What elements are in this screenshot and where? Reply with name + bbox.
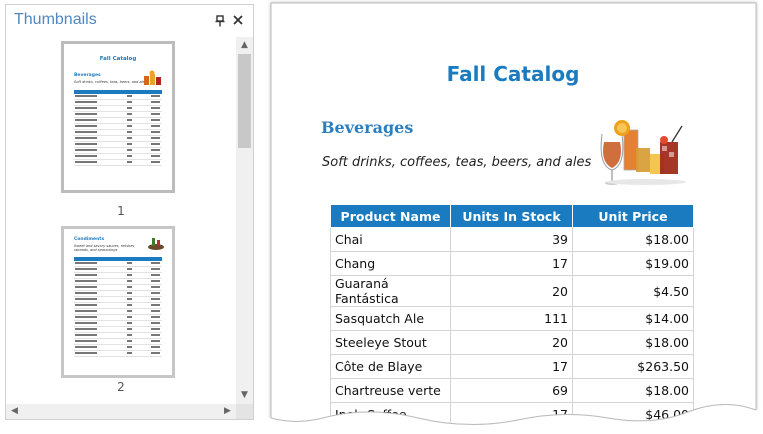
products-table: Product Name Units In Stock Unit Price C…	[330, 204, 694, 427]
unit-price-cell: $4.50	[572, 275, 694, 307]
column-header-units-in-stock: Units In Stock	[450, 204, 573, 228]
unit-price-cell: $18.00	[572, 330, 694, 355]
product-name-cell: Steeleye Stout	[330, 330, 451, 355]
scroll-down-icon[interactable]: ▼	[241, 390, 248, 400]
mini-table	[74, 90, 162, 166]
mini-subtitle: Sweet and savory sauces, relishes, sprea…	[74, 244, 136, 252]
horizontal-scrollbar[interactable]: ◀ ▶	[6, 404, 236, 419]
unit-price-cell: $263.50	[572, 354, 694, 379]
thumbnail-page-number-2: 2	[117, 380, 125, 394]
unit-price-cell: $18.00	[572, 227, 694, 252]
document-viewer: Fall Catalog Beverages Soft drinks, coff…	[268, 0, 763, 434]
product-name-cell: Ipoh Coffee	[330, 402, 451, 427]
table-row: Guaraná Fantástica 20 $4.50	[330, 275, 694, 307]
column-header-unit-price: Unit Price	[572, 204, 694, 228]
units-in-stock-cell: 111	[450, 306, 573, 331]
product-name-cell: Sasquatch Ale	[330, 306, 451, 331]
mini-title: Fall Catalog	[99, 56, 137, 62]
unit-price-cell: $19.00	[572, 251, 694, 276]
units-in-stock-cell: 20	[450, 275, 573, 307]
condiments-thumb-icon	[148, 238, 164, 250]
thumbnail-list: Fall Catalog Beverages Soft drinks, coff…	[6, 37, 236, 404]
mini-heading: Condiments	[74, 237, 105, 242]
pane-header: Thumbnails	[6, 5, 253, 37]
category-heading: Beverages	[321, 118, 414, 137]
close-icon[interactable]	[232, 14, 244, 26]
thumbnail-page-number-1: 1	[117, 204, 125, 218]
scrollbar-corner	[236, 404, 253, 419]
product-name-cell: Chai	[330, 227, 451, 252]
units-in-stock-cell: 17	[450, 354, 573, 379]
units-in-stock-cell: 69	[450, 378, 573, 403]
beverages-thumb-icon	[144, 70, 161, 85]
product-name-cell: Chartreuse verte	[330, 378, 451, 403]
document-title: Fall Catalog	[446, 62, 580, 86]
beverages-image	[600, 120, 686, 185]
units-in-stock-cell: 20	[450, 330, 573, 355]
category-description: Soft drinks, coffees, teas, beers, and a…	[322, 155, 592, 170]
product-name-cell: Côte de Blaye	[330, 354, 451, 379]
mini-subtitle: Soft drinks, coffees, teas, beers, and a…	[74, 80, 147, 84]
product-name-cell: Chang	[330, 251, 451, 276]
table-row: Chang 17 $19.00	[330, 251, 694, 276]
scrollbar-thumb[interactable]	[238, 54, 251, 148]
thumbnail-page-1[interactable]: Fall Catalog Beverages Soft drinks, coff…	[61, 41, 175, 193]
unit-price-cell: $14.00	[572, 306, 694, 331]
units-in-stock-cell: 17	[450, 402, 573, 427]
table-row: Chartreuse verte 69 $18.00	[330, 378, 694, 403]
table-row: Sasquatch Ale 111 $14.00	[330, 306, 694, 331]
mini-table	[74, 257, 162, 357]
pin-icon[interactable]	[214, 15, 226, 27]
table-row: Côte de Blaye 17 $263.50	[330, 354, 694, 379]
unit-price-cell: $18.00	[572, 378, 694, 403]
scroll-right-icon[interactable]: ▶	[224, 406, 231, 416]
mini-heading: Beverages	[74, 73, 101, 78]
column-header-product-name: Product Name	[330, 204, 451, 228]
pane-title: Thumbnails	[14, 11, 97, 28]
table-row: Steeleye Stout 20 $18.00	[330, 330, 694, 355]
units-in-stock-cell: 17	[450, 251, 573, 276]
product-name-cell: Guaraná Fantástica	[330, 275, 451, 307]
vertical-scrollbar[interactable]: ▲ ▼	[236, 37, 253, 404]
scroll-up-icon[interactable]: ▲	[241, 40, 248, 50]
thumbnails-pane: Thumbnails Fall Catalog Beverages Soft d…	[5, 4, 254, 420]
units-in-stock-cell: 39	[450, 227, 573, 252]
table-row: Chai 39 $18.00	[330, 227, 694, 252]
scroll-left-icon[interactable]: ◀	[11, 406, 18, 416]
table-row: Ipoh Coffee 17 $46.00	[330, 402, 694, 427]
document-content: Fall Catalog Beverages Soft drinks, coff…	[268, 0, 763, 434]
thumbnail-page-2[interactable]: Condiments Sweet and savory sauces, reli…	[61, 226, 175, 378]
unit-price-cell: $46.00	[572, 402, 694, 427]
table-header-row: Product Name Units In Stock Unit Price	[330, 204, 694, 228]
